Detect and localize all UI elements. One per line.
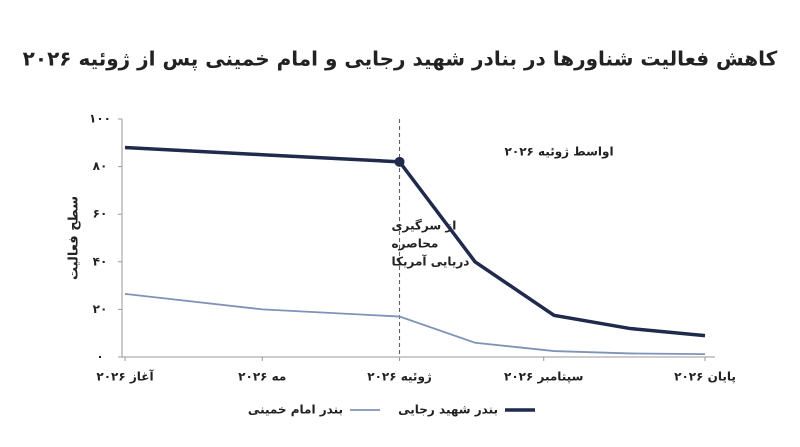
y-tick-label: ۲۰ bbox=[93, 302, 108, 316]
x-tick-label: پایان ۲۰۲۶ bbox=[674, 370, 736, 384]
x-tick-label: آغاز ۲۰۲۶ bbox=[96, 369, 154, 384]
y-tick-label: ۶۰ bbox=[93, 207, 108, 221]
x-tick-label: ژوئیه ۲۰۲۶ bbox=[367, 370, 432, 385]
y-tick-label: ۰ bbox=[96, 350, 103, 364]
chart-title: کاهش فعالیت شناورها در بنادر شهید رجایی … bbox=[23, 47, 778, 72]
legend-label: بندر شهید رجایی bbox=[398, 403, 498, 417]
point-marker bbox=[394, 156, 405, 167]
x-tick-label: سپتامبر ۲۰۲۶ bbox=[504, 370, 583, 384]
series-line bbox=[124, 293, 706, 356]
y-axis-label: سطح فعالیت bbox=[67, 196, 82, 280]
event-label: محاصره bbox=[392, 237, 439, 251]
series-line bbox=[124, 145, 706, 338]
event-label: از سرگیری bbox=[392, 219, 457, 233]
y-tick-label: ۴۰ bbox=[93, 254, 108, 268]
event-label: دریایی آمریکا bbox=[392, 254, 470, 269]
point-label: اواسط ژوئیه ۲۰۲۶ bbox=[505, 144, 614, 159]
legend-label: بندر امام خمینی bbox=[248, 403, 343, 418]
x-tick-label: مه ۲۰۲۶ bbox=[238, 370, 286, 384]
y-tick-label: ۸۰ bbox=[93, 159, 108, 173]
y-tick-label: ۱۰۰ bbox=[89, 112, 111, 126]
